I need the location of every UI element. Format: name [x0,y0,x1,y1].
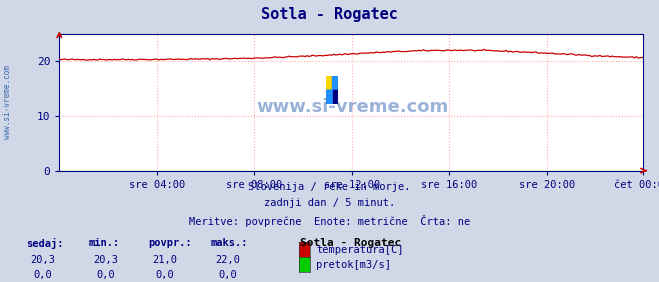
Text: 0,0: 0,0 [156,270,174,280]
Text: zadnji dan / 5 minut.: zadnji dan / 5 minut. [264,198,395,208]
Bar [326,90,332,104]
Bar [332,90,338,104]
Text: temperatura[C]: temperatura[C] [316,244,404,255]
Text: 0,0: 0,0 [34,270,52,280]
Text: maks.:: maks.: [211,238,248,248]
Polygon shape [326,90,332,104]
Text: povpr.:: povpr.: [148,238,192,248]
Text: 0,0: 0,0 [96,270,115,280]
Bar [326,76,332,90]
Text: min.:: min.: [89,238,120,248]
Text: www.si-vreme.com: www.si-vreme.com [256,98,449,116]
Text: Sotla - Rogatec: Sotla - Rogatec [300,238,401,248]
Text: 22,0: 22,0 [215,255,240,265]
Text: 20,3: 20,3 [30,255,55,265]
Bar [332,76,338,90]
Text: 21,0: 21,0 [152,255,177,265]
Text: Slovenija / reke in morje.: Slovenija / reke in morje. [248,182,411,192]
Text: pretok[m3/s]: pretok[m3/s] [316,259,391,270]
Text: Meritve: povprečne  Enote: metrične  Črta: ne: Meritve: povprečne Enote: metrične Črta:… [189,215,470,227]
Text: 20,3: 20,3 [93,255,118,265]
Text: Sotla - Rogatec: Sotla - Rogatec [261,7,398,22]
Text: sedaj:: sedaj: [26,238,64,249]
Text: www.si-vreme.com: www.si-vreme.com [3,65,13,138]
Text: 0,0: 0,0 [218,270,237,280]
